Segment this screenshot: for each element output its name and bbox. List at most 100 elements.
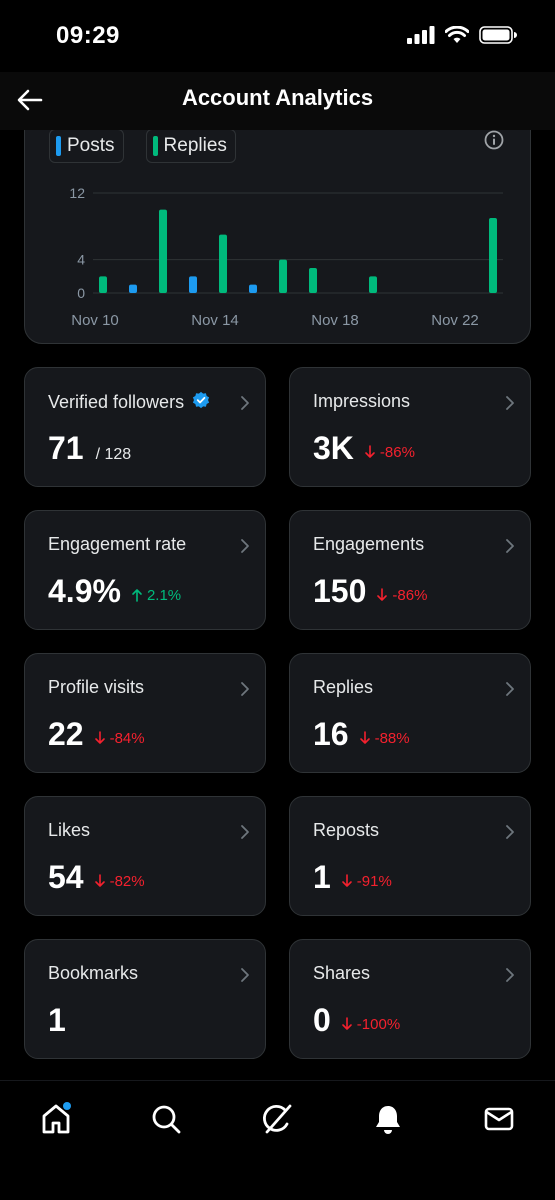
info-icon[interactable] [484, 130, 504, 150]
wifi-icon [445, 26, 469, 43]
metric-tile-impressions[interactable]: Impressions 3K -86% [289, 367, 531, 487]
chevron-right-icon [506, 682, 514, 696]
search-icon [152, 1105, 181, 1134]
metric-label: Profile visits [48, 677, 144, 698]
chevron-right-icon [241, 968, 249, 982]
chevron-right-icon [506, 825, 514, 839]
metric-value: 3K [313, 430, 354, 466]
metric-tile-bookmarks[interactable]: Bookmarks 1 [24, 939, 266, 1059]
metric-change: -82% [94, 873, 145, 890]
metric-change: -100% [341, 1016, 400, 1033]
metric-value: 54 [48, 859, 84, 895]
legend-posts[interactable]: Posts [49, 129, 124, 163]
status-icons [407, 26, 517, 44]
metric-tile-replies[interactable]: Replies 16 -88% [289, 653, 531, 773]
metric-change: -84% [94, 730, 145, 747]
bottom-navigation [0, 1080, 555, 1200]
status-bar: 09:29 [0, 0, 555, 72]
replies-bar-nov-16[interactable] [279, 259, 287, 293]
bar-chart: 12 4 0 Nov 10 Nov 14 Nov 18 Nov 22 [69, 185, 503, 329]
verified-badge-icon [192, 391, 210, 414]
replies-bar-nov-17[interactable] [309, 268, 317, 293]
metric-change-text: -91% [356, 872, 392, 890]
chevron-right-icon [241, 682, 249, 696]
back-arrow-icon[interactable] [14, 84, 46, 116]
metric-label-text: Bookmarks [48, 963, 139, 983]
x-tick-label: Nov 14 [191, 312, 239, 329]
replies-bar-nov-19[interactable] [369, 276, 377, 293]
metric-value: 4.9% [48, 573, 121, 609]
metric-tile-engagement-rate[interactable]: Engagement rate 4.9% 2.1% [24, 510, 266, 630]
metric-value: 1 [313, 859, 331, 895]
metric-value-row: 4.9% 2.1% [48, 573, 181, 610]
metric-label: Engagement rate [48, 534, 186, 555]
notifications-icon [376, 1106, 400, 1134]
metric-label: Impressions [313, 391, 410, 412]
arrow-up-icon [132, 589, 142, 602]
messages-icon [484, 1107, 514, 1131]
arrow-down-icon [94, 874, 105, 887]
nav-messages[interactable] [479, 1099, 519, 1139]
metric-value: 71 [48, 430, 84, 466]
metric-value-row: 0 -100% [313, 1002, 400, 1039]
metric-change-text: -84% [109, 729, 145, 747]
metric-tile-shares[interactable]: Shares 0 -100% [289, 939, 531, 1059]
status-time: 09:29 [56, 22, 120, 49]
metric-tile-reposts[interactable]: Reposts 1 -91% [289, 796, 531, 916]
legend-posts-swatch [56, 136, 61, 156]
metric-change: -91% [341, 873, 392, 890]
metric-label-text: Engagements [313, 534, 425, 554]
legend-posts-label: Posts [67, 135, 115, 156]
metric-label-text: Impressions [313, 391, 411, 411]
metric-tile-likes[interactable]: Likes 54 -82% [24, 796, 266, 916]
legend-replies[interactable]: Replies [145, 129, 236, 163]
legend-replies-swatch [152, 136, 158, 156]
metric-value: 0 [313, 1002, 331, 1038]
cellular-signal-icon [407, 26, 435, 44]
chevron-right-icon [241, 396, 249, 410]
y-tick-label: 0 [77, 285, 85, 301]
nav-search[interactable] [146, 1099, 186, 1139]
metric-value-row: 3K -86% [313, 430, 415, 467]
metric-tile-profile-visits[interactable]: Profile visits 22 -84% [24, 653, 266, 773]
metric-label-text: Likes [48, 820, 91, 840]
metric-label-text: Profile visits [48, 677, 145, 697]
replies-bar-nov-10[interactable] [99, 276, 107, 293]
replies-bar-nov-12[interactable] [159, 209, 167, 293]
metric-change-text: 2.1% [146, 586, 182, 604]
metric-value-row: 1 [48, 1002, 66, 1039]
analytics-chart-card: 12 4 0 Nov 10 Nov 14 Nov 18 Nov 22 Posts Repli… [24, 100, 531, 344]
metric-value: 22 [48, 716, 84, 752]
x-tick-label: Nov 18 [311, 312, 359, 329]
metric-total: / 128 [95, 446, 132, 463]
posts-bar-nov-11[interactable] [129, 284, 137, 293]
metric-label: Shares [313, 963, 370, 984]
x-tick-label: Nov 10 [71, 312, 119, 329]
metric-label-text: Shares [313, 963, 371, 983]
chevron-right-icon [241, 539, 249, 553]
nav-grok[interactable] [257, 1099, 297, 1139]
replies-bar-nov-23[interactable] [489, 218, 497, 293]
nav-home[interactable] [36, 1099, 76, 1139]
metric-change-text: -82% [109, 872, 145, 890]
posts-bar-nov-15[interactable] [249, 284, 257, 293]
metric-label-text: Engagement rate [48, 534, 187, 554]
metric-change: -86% [364, 444, 415, 461]
metric-tile-engagements[interactable]: Engagements 150 -86% [289, 510, 531, 630]
arrow-down-icon [341, 1017, 352, 1030]
metric-value-row: 22 -84% [48, 716, 145, 753]
metric-label: Bookmarks [48, 963, 138, 984]
metric-tile-verified-followers[interactable]: Verified followers 71 / 128 [24, 367, 266, 487]
posts-bar-nov-13[interactable] [189, 276, 197, 293]
replies-bar-nov-14[interactable] [219, 234, 227, 293]
metric-change: -88% [359, 730, 410, 747]
metric-value: 16 [313, 716, 349, 752]
nav-notifications[interactable] [368, 1099, 408, 1139]
arrow-down-icon [377, 588, 388, 601]
chevron-right-icon [241, 825, 249, 839]
metric-change-text: -100% [356, 1015, 401, 1033]
metric-value-row: 71 / 128 [48, 430, 131, 467]
chart-legend: Posts Replies [49, 129, 236, 163]
metric-value-row: 1 -91% [313, 859, 392, 896]
app-header: Account Analytics [0, 72, 555, 130]
